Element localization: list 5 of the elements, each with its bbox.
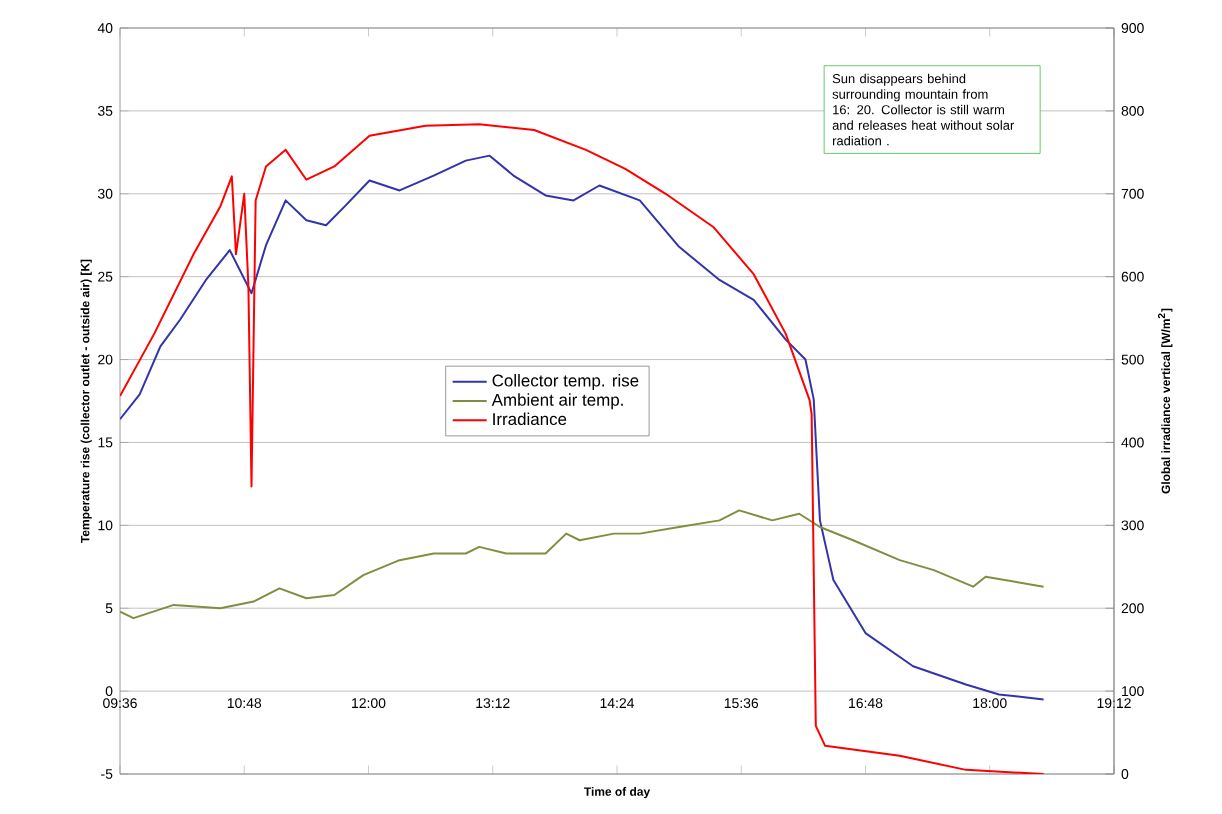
- line-series: [120, 509, 1045, 620]
- legend-label: Ambient air temp.: [491, 393, 623, 410]
- legend-label: Collector temp. rise: [492, 374, 639, 390]
- legend-label: Irradiance: [493, 412, 567, 426]
- line-series: [120, 154, 1045, 701]
